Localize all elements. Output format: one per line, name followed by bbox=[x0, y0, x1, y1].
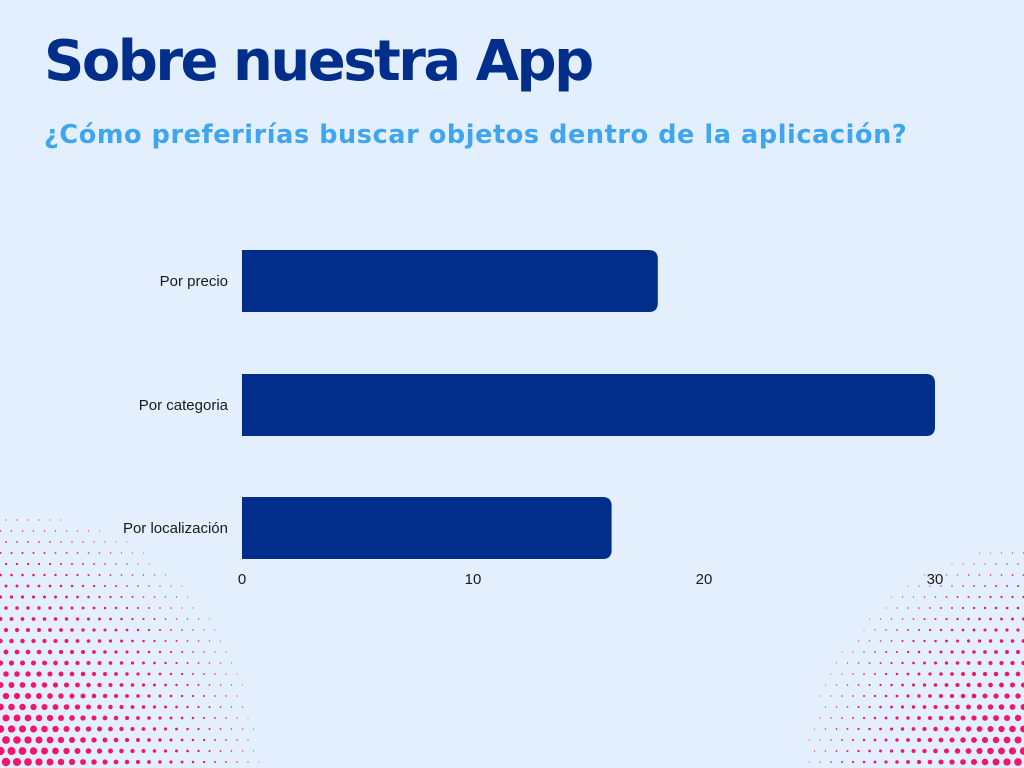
bar-2 bbox=[242, 374, 935, 436]
bar-3 bbox=[242, 497, 612, 559]
bar-1 bbox=[242, 250, 658, 312]
page-title: Sobre nuestra App bbox=[44, 29, 594, 94]
category-label: Por precio bbox=[160, 273, 228, 290]
x-tick-label: 20 bbox=[696, 571, 713, 588]
category-label: Por localización bbox=[123, 520, 228, 537]
x-tick-label: 10 bbox=[465, 571, 482, 588]
x-tick-label: 0 bbox=[238, 571, 246, 588]
page-subtitle: ¿Cómo preferirías buscar objetos dentro … bbox=[44, 120, 908, 150]
category-label: Por categoria bbox=[139, 397, 229, 414]
x-tick-label: 30 bbox=[927, 571, 944, 588]
